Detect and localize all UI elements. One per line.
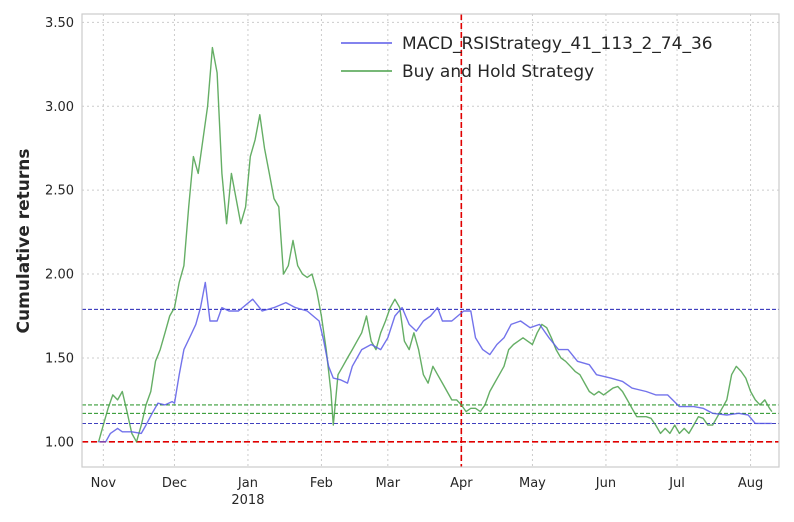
x-tick-label: Nov — [91, 476, 117, 491]
x-tick-label: Apr — [450, 476, 473, 491]
y-tick-label: 2.50 — [45, 184, 74, 199]
y-tick-label: 3.00 — [45, 100, 74, 115]
x-tick-labels: Nov Dec Jan 2018 Feb Mar Apr May Jun Jul Aug — [91, 476, 764, 508]
x-tick-label: Jun — [595, 476, 616, 491]
y-tick-label: 1.50 — [45, 351, 74, 366]
x-tick-sublabel: 2018 — [231, 493, 264, 508]
x-tick-label: Dec — [162, 476, 187, 491]
x-tick-label: May — [519, 476, 546, 491]
x-tick-label: Aug — [738, 476, 763, 491]
series-line-macd — [98, 281, 772, 443]
x-tick-label: Feb — [310, 476, 333, 491]
y-axis-label: Cumulative returns — [14, 149, 34, 334]
grid — [82, 14, 779, 467]
reference-lines — [82, 14, 779, 467]
y-tick-label: 1.00 — [45, 435, 74, 450]
legend-label-buy-hold: Buy and Hold Strategy — [402, 62, 594, 82]
series-line-buy-hold — [97, 46, 773, 443]
y-tick-label: 3.50 — [45, 16, 74, 31]
series-lines — [97, 46, 773, 443]
x-tick-label: Mar — [376, 476, 401, 491]
y-tick-labels: 1.00 1.50 2.00 2.50 3.00 3.50 — [45, 16, 74, 450]
legend: MACD_RSIStrategy_41_113_2_74_36 Buy and … — [341, 34, 713, 82]
x-tick-label: Jan — [237, 476, 258, 491]
x-tick-label: Jul — [668, 476, 685, 491]
legend-label-macd: MACD_RSIStrategy_41_113_2_74_36 — [402, 34, 713, 54]
plot-frame — [81, 13, 780, 468]
y-tick-label: 2.00 — [45, 268, 74, 283]
